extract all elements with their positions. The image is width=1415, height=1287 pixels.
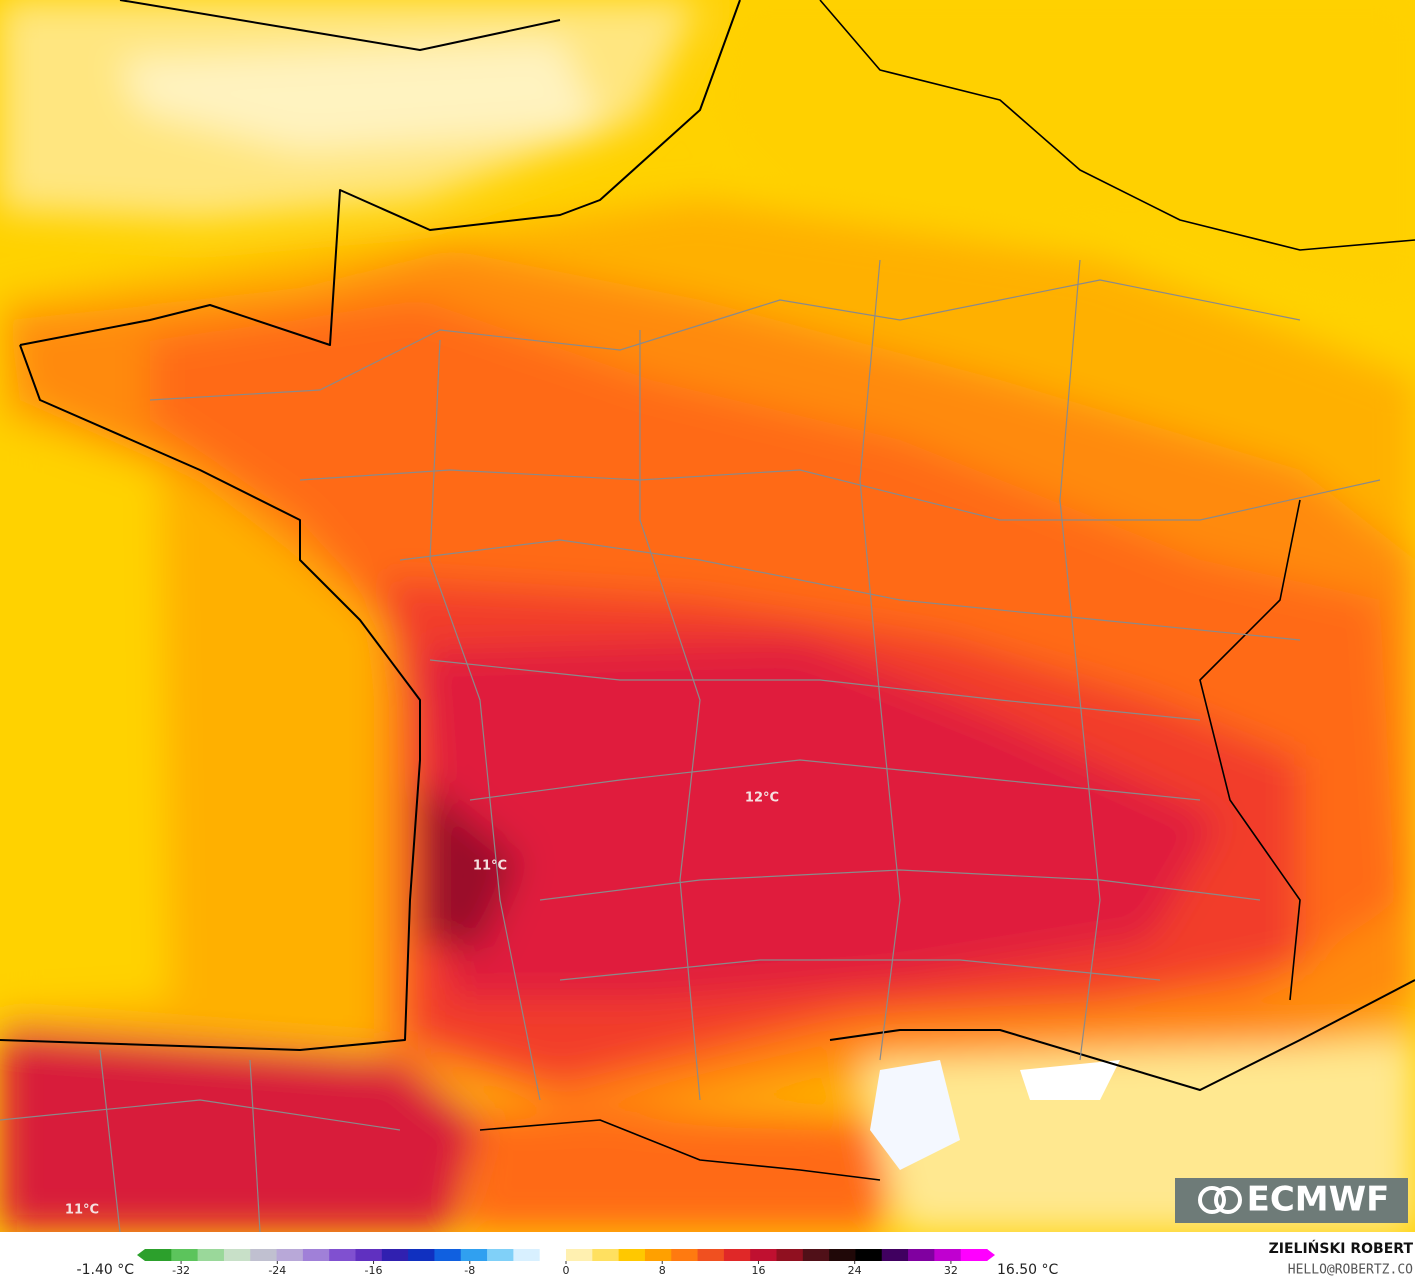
colorbar-swatch xyxy=(829,1249,856,1261)
colorbar-swatch xyxy=(460,1249,488,1261)
colorbar-tick-label: -24 xyxy=(268,1264,286,1277)
colorbar-tick-label: 24 xyxy=(848,1264,862,1277)
colorbar-swatch xyxy=(618,1249,646,1261)
colorbar-swatch xyxy=(329,1249,356,1261)
colorbar-swatch xyxy=(197,1249,225,1261)
colorbar-swatch xyxy=(592,1249,620,1261)
colorbar-swatch xyxy=(513,1249,541,1261)
logo-box xyxy=(1175,1178,1408,1223)
colorbar-tick-label: -32 xyxy=(172,1264,190,1277)
temp-label: 11°C xyxy=(65,1203,99,1218)
colorbar-swatch xyxy=(644,1249,672,1261)
colorbar-swatch xyxy=(960,1249,988,1261)
temperature-labels: 11°C 12°C 11°C xyxy=(65,791,779,1218)
credit-contact: HELLO@ROBERTZ.CO xyxy=(1288,1263,1413,1278)
colorbar-swatch xyxy=(881,1249,909,1261)
colorbar-swatch xyxy=(539,1249,567,1261)
colorbar-tick-label: 16 xyxy=(751,1264,765,1277)
colorbar-swatch xyxy=(487,1249,514,1261)
colorbar-swatch xyxy=(776,1249,804,1261)
colorbar-swatch xyxy=(697,1249,725,1261)
colorbar-swatch xyxy=(566,1249,593,1261)
colorbar-swatch xyxy=(171,1249,199,1261)
logo: ECMWF xyxy=(1247,1180,1390,1220)
temp-label: 11°C xyxy=(473,859,507,874)
colorbar-swatch xyxy=(723,1249,751,1261)
credit-name: ZIELIŃSKI ROBERT xyxy=(1269,1239,1414,1257)
colorbar-tick-label: 8 xyxy=(659,1264,666,1277)
colorbar-tick-label: -8 xyxy=(464,1264,475,1277)
colorbar-swatch xyxy=(223,1249,251,1261)
colorbar-end xyxy=(987,1249,995,1261)
colorbar-swatch xyxy=(802,1249,830,1261)
colorbar-swatch xyxy=(381,1249,409,1261)
colorbar-swatch xyxy=(302,1249,330,1261)
colorbar-swatch xyxy=(934,1249,962,1261)
colorbar-tick-label: -16 xyxy=(365,1264,383,1277)
colorbar-swatch xyxy=(750,1249,777,1261)
temp-label: 12°C xyxy=(745,791,779,806)
colorbar-swatch xyxy=(276,1249,304,1261)
colorbar-swatch xyxy=(250,1249,278,1261)
colorbar-swatch xyxy=(145,1249,172,1261)
colorbar-swatch xyxy=(908,1249,935,1261)
colorbar-swatch xyxy=(408,1249,435,1261)
colorbar: -32 -24 -16 -8 0 8 16 24 32 xyxy=(137,1249,995,1277)
colorbar-swatch xyxy=(434,1249,462,1261)
colorbar-end xyxy=(137,1249,145,1261)
logo-icon xyxy=(1198,1186,1242,1214)
colorbar-tick-label: 0 xyxy=(563,1264,570,1277)
colorbar-max: 16.50 °C xyxy=(997,1262,1059,1278)
borders xyxy=(0,0,1415,1233)
colorbar-swatch xyxy=(355,1249,383,1261)
colorbar-tick-label: 32 xyxy=(944,1264,958,1277)
colorbar-swatch xyxy=(855,1249,883,1261)
colorbar-min: -1.40 °C xyxy=(77,1262,135,1278)
colorbar-swatch xyxy=(671,1249,699,1261)
